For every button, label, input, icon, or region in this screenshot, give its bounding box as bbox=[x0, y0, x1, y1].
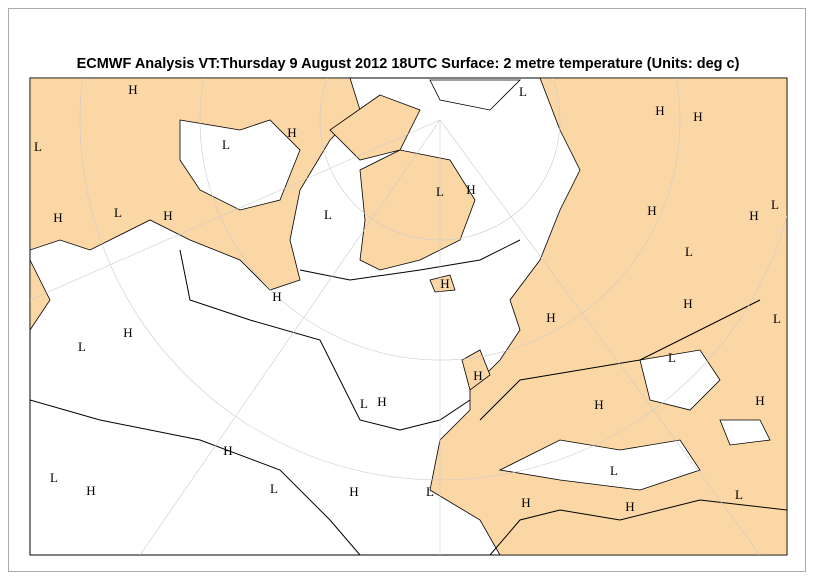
pressure-marker: L bbox=[735, 487, 743, 502]
pressure-marker: L bbox=[668, 350, 676, 365]
pressure-marker: H bbox=[521, 495, 530, 510]
pressure-marker: H bbox=[163, 208, 172, 223]
pressure-marker: L bbox=[270, 481, 278, 496]
pressure-marker: H bbox=[86, 483, 95, 498]
land bbox=[30, 78, 787, 555]
pressure-marker: L bbox=[114, 205, 122, 220]
pressure-marker: L bbox=[78, 339, 86, 354]
pressure-marker: H bbox=[53, 210, 62, 225]
pressure-marker: H bbox=[287, 125, 296, 140]
pressure-marker: L bbox=[773, 311, 781, 326]
pressure-marker: H bbox=[594, 397, 603, 412]
pressure-marker: L bbox=[50, 470, 58, 485]
pressure-marker: L bbox=[436, 184, 444, 199]
map-title: ECMWF Analysis VT:Thursday 9 August 2012… bbox=[77, 56, 740, 72]
pressure-marker: H bbox=[683, 296, 692, 311]
pressure-marker: H bbox=[128, 82, 137, 97]
pressure-marker: H bbox=[440, 276, 449, 291]
pressure-marker: L bbox=[324, 207, 332, 222]
pressure-marker: H bbox=[647, 203, 656, 218]
pressure-marker: H bbox=[755, 393, 764, 408]
pressure-marker: H bbox=[123, 325, 132, 340]
pressure-marker: H bbox=[223, 443, 232, 458]
pressure-marker: H bbox=[272, 289, 281, 304]
pressure-marker: L bbox=[771, 197, 779, 212]
pressure-marker: H bbox=[655, 103, 664, 118]
pressure-marker: H bbox=[377, 394, 386, 409]
pressure-marker: L bbox=[34, 139, 42, 154]
pressure-marker: H bbox=[546, 310, 555, 325]
pressure-marker: H bbox=[625, 499, 634, 514]
pressure-marker: L bbox=[610, 463, 618, 478]
pressure-marker: L bbox=[519, 84, 527, 99]
pressure-marker: L bbox=[360, 396, 368, 411]
pressure-marker: L bbox=[222, 137, 230, 152]
pressure-marker: L bbox=[685, 244, 693, 259]
graticule bbox=[30, 78, 787, 555]
pressure-marker: H bbox=[693, 109, 702, 124]
pressure-marker: H bbox=[466, 182, 475, 197]
pressure-marker: H bbox=[473, 368, 482, 383]
isotherms bbox=[30, 239, 787, 555]
pressure-marker: H bbox=[749, 208, 758, 223]
pressure-marker: L bbox=[426, 484, 434, 499]
pressure-marker: H bbox=[349, 484, 358, 499]
